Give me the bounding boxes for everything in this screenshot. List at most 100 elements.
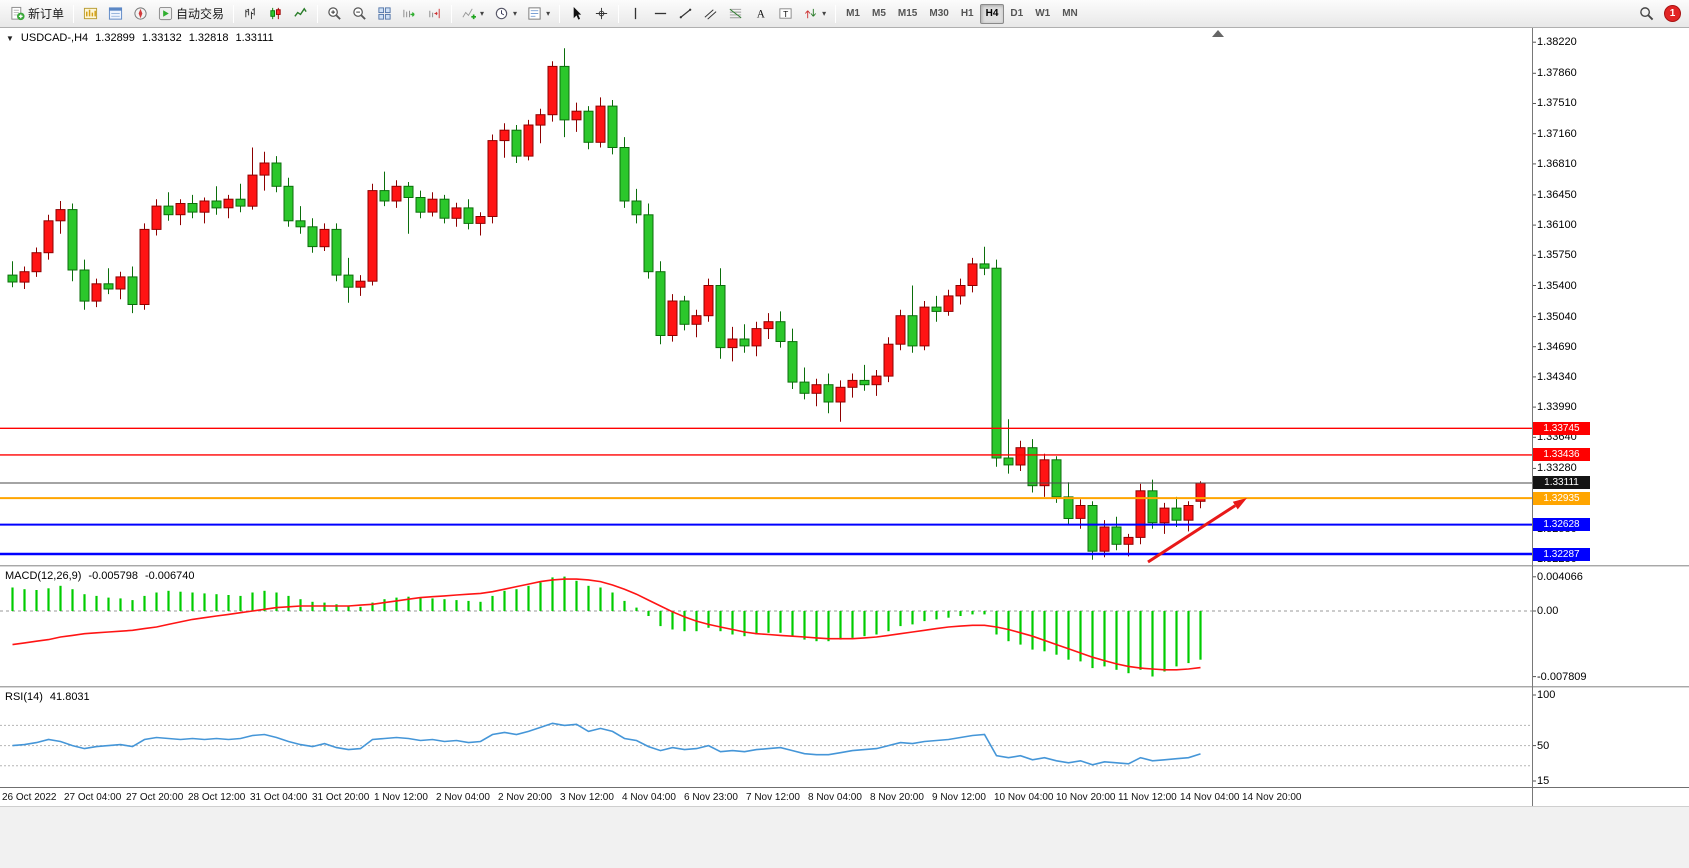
zoom-out-button[interactable] (347, 3, 372, 25)
vertical-line-icon (628, 6, 643, 21)
chart-shift-marker-icon[interactable] (1212, 30, 1224, 37)
toolbar-separator (451, 4, 453, 23)
time-axis-label: 10 Nov 20:00 (1056, 792, 1116, 803)
timeframe-d1-button[interactable]: D1 (1010, 8, 1024, 19)
rsi-line (12, 722, 1201, 766)
price-axis-label: 1.37160 (1537, 128, 1577, 140)
timeframe-m5-button[interactable]: M5 (872, 8, 886, 19)
auto-scroll-button[interactable] (397, 3, 422, 25)
price-axis-label: 1.35400 (1537, 280, 1577, 292)
price-axis-label: 1.33990 (1537, 401, 1577, 413)
trend-arrow-head[interactable] (1232, 498, 1247, 510)
zoom-out-icon (352, 6, 367, 21)
time-axis-label: 2 Nov 04:00 (436, 792, 490, 803)
macd-signal-line (12, 578, 1201, 671)
toolbar-separator (618, 4, 620, 23)
equidistant-channel-button[interactable] (698, 3, 723, 25)
text-button[interactable]: A (748, 3, 773, 25)
auto-trading-button[interactable]: 自动交易 (153, 3, 229, 25)
periods-icon (494, 6, 509, 21)
arrows-button[interactable]: ▾ (798, 3, 831, 25)
price-chart-panel[interactable]: ▼ USDCAD-,H4 1.32899 1.33132 1.32818 1.3… (0, 28, 1689, 565)
bar-chart-button[interactable] (238, 3, 263, 25)
dropdown-arrow-icon[interactable]: ▾ (513, 9, 518, 18)
horizontal-line-button[interactable] (648, 3, 673, 25)
tile-windows-button[interactable] (372, 3, 397, 25)
time-axis-label: 7 Nov 12:00 (746, 792, 800, 803)
macd-label: MACD(12,26,9) -0.005798 -0.006740 (5, 570, 201, 582)
price-axis-label: 1.36810 (1537, 158, 1577, 170)
time-axis-label: 28 Oct 12:00 (188, 792, 246, 803)
panel-splitter[interactable] (0, 565, 1689, 568)
timeframe-mn-button[interactable]: MN (1062, 8, 1078, 19)
time-axis[interactable]: 26 Oct 2022 27 Oct 04:00 27 Oct 20:00 28 Oc… (0, 787, 1689, 806)
timeframe-m15-button[interactable]: M15 (897, 8, 918, 19)
auto-trading-button-label: 自动交易 (176, 7, 225, 21)
trendline-button[interactable] (673, 3, 698, 25)
search-button[interactable] (1634, 3, 1659, 25)
trendline-icon (678, 6, 693, 21)
text-icon: A (753, 6, 768, 21)
cursor-icon (569, 6, 584, 21)
trend-arrow-object[interactable] (1147, 504, 1237, 564)
candlestick-chart-button[interactable] (263, 3, 288, 25)
rsi-axis-label: 15 (1537, 775, 1550, 787)
rsi-panel[interactable]: RSI(14) 41.8031 100 50 15 (0, 689, 1689, 787)
notification-badge: 1 (1664, 5, 1681, 22)
candle-chart-icon (268, 6, 283, 21)
label-icon: T (778, 6, 793, 21)
data-window-button[interactable] (103, 3, 128, 25)
price-axis-separator (1532, 28, 1533, 806)
panel-splitter[interactable] (0, 686, 1689, 689)
price-axis-label: 1.37860 (1537, 67, 1577, 79)
time-axis-label: 31 Oct 04:00 (250, 792, 308, 803)
time-axis-label: 2 Nov 20:00 (498, 792, 552, 803)
chart-ohlc-header: ▼ USDCAD-,H4 1.32899 1.33132 1.32818 1.3… (6, 32, 280, 44)
price-line-badge: 1.33745 (1533, 422, 1590, 435)
price-axis-label: 1.35750 (1537, 249, 1577, 261)
toolbar-separator (835, 4, 837, 23)
market-watch-button[interactable] (78, 3, 103, 25)
fibonacci-icon (728, 6, 743, 21)
time-axis-label: 8 Nov 04:00 (808, 792, 862, 803)
data-window-icon (108, 6, 123, 21)
dropdown-arrow-icon[interactable]: ▾ (822, 9, 827, 18)
crosshair-button[interactable] (589, 3, 614, 25)
arrows-icon (803, 6, 818, 21)
zoom-in-button[interactable] (322, 3, 347, 25)
price-axis-label: 1.38220 (1537, 36, 1577, 48)
zoom-in-icon (327, 6, 342, 21)
chart-shift-icon (427, 6, 442, 21)
navigator-button[interactable] (128, 3, 153, 25)
bar-chart-icon (243, 6, 258, 21)
new-order-button[interactable]: 新订单 (5, 3, 69, 25)
indicators-button[interactable]: ▾ (456, 3, 489, 25)
timeframe-m1-button[interactable]: M1 (846, 8, 860, 19)
fibonacci-button[interactable] (723, 3, 748, 25)
macd-canvas (0, 576, 1536, 678)
text-label-button[interactable]: T (773, 3, 798, 25)
templates-button[interactable]: ▾ (522, 3, 555, 25)
rsi-axis-label: 100 (1537, 689, 1556, 701)
chart-shift-button[interactable] (422, 3, 447, 25)
dropdown-arrow-icon[interactable]: ▾ (480, 9, 485, 18)
new-order-icon (10, 6, 25, 21)
cursor-button[interactable] (564, 3, 589, 25)
timeframe-m30-button[interactable]: M30 (929, 8, 949, 19)
line-chart-button[interactable] (288, 3, 313, 25)
price-chart-canvas[interactable] (0, 28, 1689, 565)
dropdown-arrow-icon[interactable]: ▾ (546, 9, 551, 18)
vertical-line-button[interactable] (623, 3, 648, 25)
timeframe-h1-button[interactable]: H1 (960, 8, 974, 19)
chart-collapse-icon[interactable]: ▼ (6, 33, 14, 43)
timeframe-w1-button[interactable]: W1 (1035, 8, 1051, 19)
toolbar: 新订单 自动交易 ▾ ▾ ▾ A T ▾ M1 M5 M15 M30 H1 H4 D1 W1 MN 1 (0, 0, 1689, 28)
time-axis-label: 14 Nov 04:00 (1180, 792, 1240, 803)
periods-button[interactable]: ▾ (489, 3, 522, 25)
timeframe-h4-button[interactable]: H4 (979, 3, 1005, 24)
macd-panel[interactable]: MACD(12,26,9) -0.005798 -0.006740 0.0040… (0, 568, 1689, 686)
line-chart-icon (293, 6, 308, 21)
ohlc-high: 1.33132 (141, 32, 182, 44)
time-axis-label: 1 Nov 12:00 (374, 792, 428, 803)
price-axis-label: 1.36450 (1537, 189, 1577, 201)
